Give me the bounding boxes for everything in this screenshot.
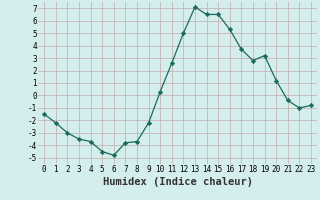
X-axis label: Humidex (Indice chaleur): Humidex (Indice chaleur) bbox=[103, 177, 252, 187]
